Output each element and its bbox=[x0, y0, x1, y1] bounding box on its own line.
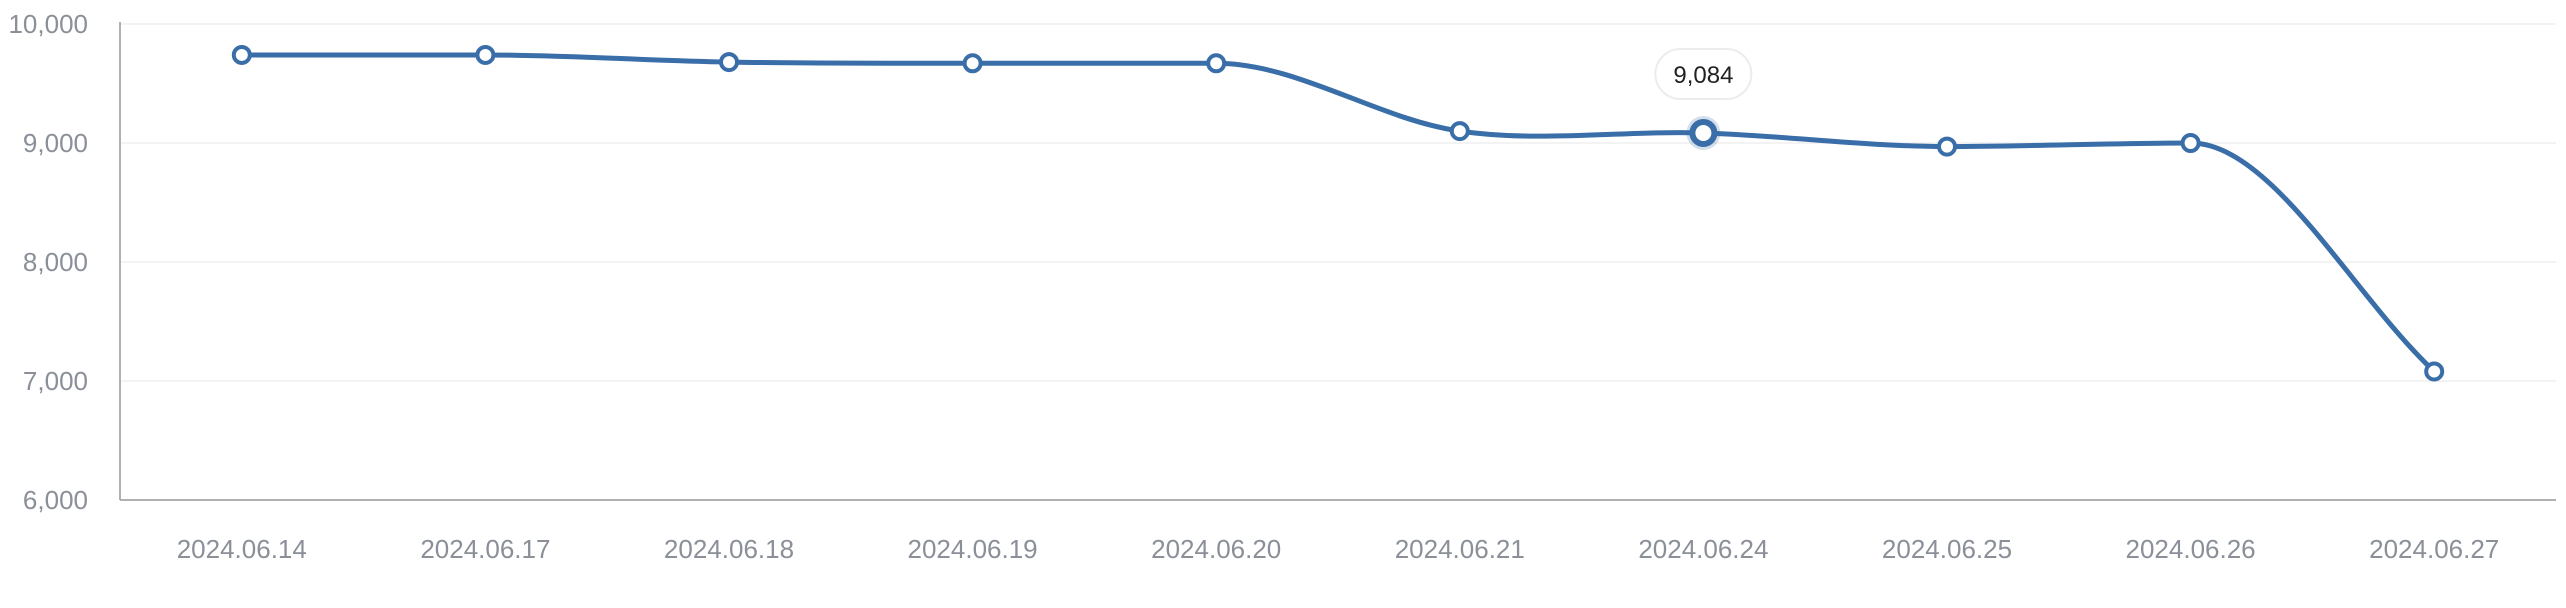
data-point[interactable] bbox=[1449, 121, 1470, 142]
y-tick-labels: 6,000 7,000 8,000 9,000 10,000 bbox=[8, 9, 88, 515]
data-points bbox=[231, 44, 2445, 382]
x-tick-label: 2024.06.21 bbox=[1395, 534, 1525, 564]
grid-layer bbox=[120, 23, 2556, 382]
data-point[interactable] bbox=[719, 52, 739, 73]
y-tick-label: 9,000 bbox=[23, 128, 88, 158]
x-tick-label: 2024.06.18 bbox=[664, 534, 794, 564]
tooltip-value: 9,084 bbox=[1673, 62, 1733, 89]
data-point[interactable] bbox=[475, 44, 496, 65]
x-tick-label: 2024.06.26 bbox=[2126, 534, 2256, 564]
x-tick-label: 2024.06.25 bbox=[1882, 534, 2012, 564]
data-point[interactable] bbox=[2180, 133, 2201, 153]
data-point[interactable] bbox=[2424, 361, 2445, 382]
y-tick-label: 7,000 bbox=[23, 366, 88, 396]
data-point[interactable] bbox=[1206, 53, 1227, 74]
x-tick-label: 2024.06.20 bbox=[1151, 534, 1281, 564]
tooltip-box bbox=[1654, 48, 1753, 101]
y-tick-label: 6,000 bbox=[23, 485, 88, 515]
axis-layer bbox=[119, 22, 2556, 501]
series-line bbox=[239, 52, 2437, 374]
data-point[interactable] bbox=[231, 44, 252, 65]
y-tick-label: 8,000 bbox=[23, 247, 88, 277]
x-tick-label: 2024.06.27 bbox=[2369, 534, 2499, 564]
data-point[interactable] bbox=[962, 53, 983, 74]
data-point[interactable] bbox=[1937, 136, 1957, 157]
y-tick-label: 10,000 bbox=[8, 9, 88, 39]
x-tick-label: 2024.06.19 bbox=[908, 534, 1038, 564]
x-tick-label: 2024.06.17 bbox=[420, 534, 550, 564]
x-tick-labels: 2024.06.14 2024.06.17 2024.06.18 2024.06.19… bbox=[177, 534, 2500, 564]
x-tick-label: 2024.06.14 bbox=[177, 534, 307, 564]
data-point-highlighted[interactable] bbox=[1689, 119, 1718, 148]
value-tooltip: 9,084 bbox=[1654, 48, 1753, 101]
x-tick-label: 2024.06.24 bbox=[1638, 534, 1768, 564]
